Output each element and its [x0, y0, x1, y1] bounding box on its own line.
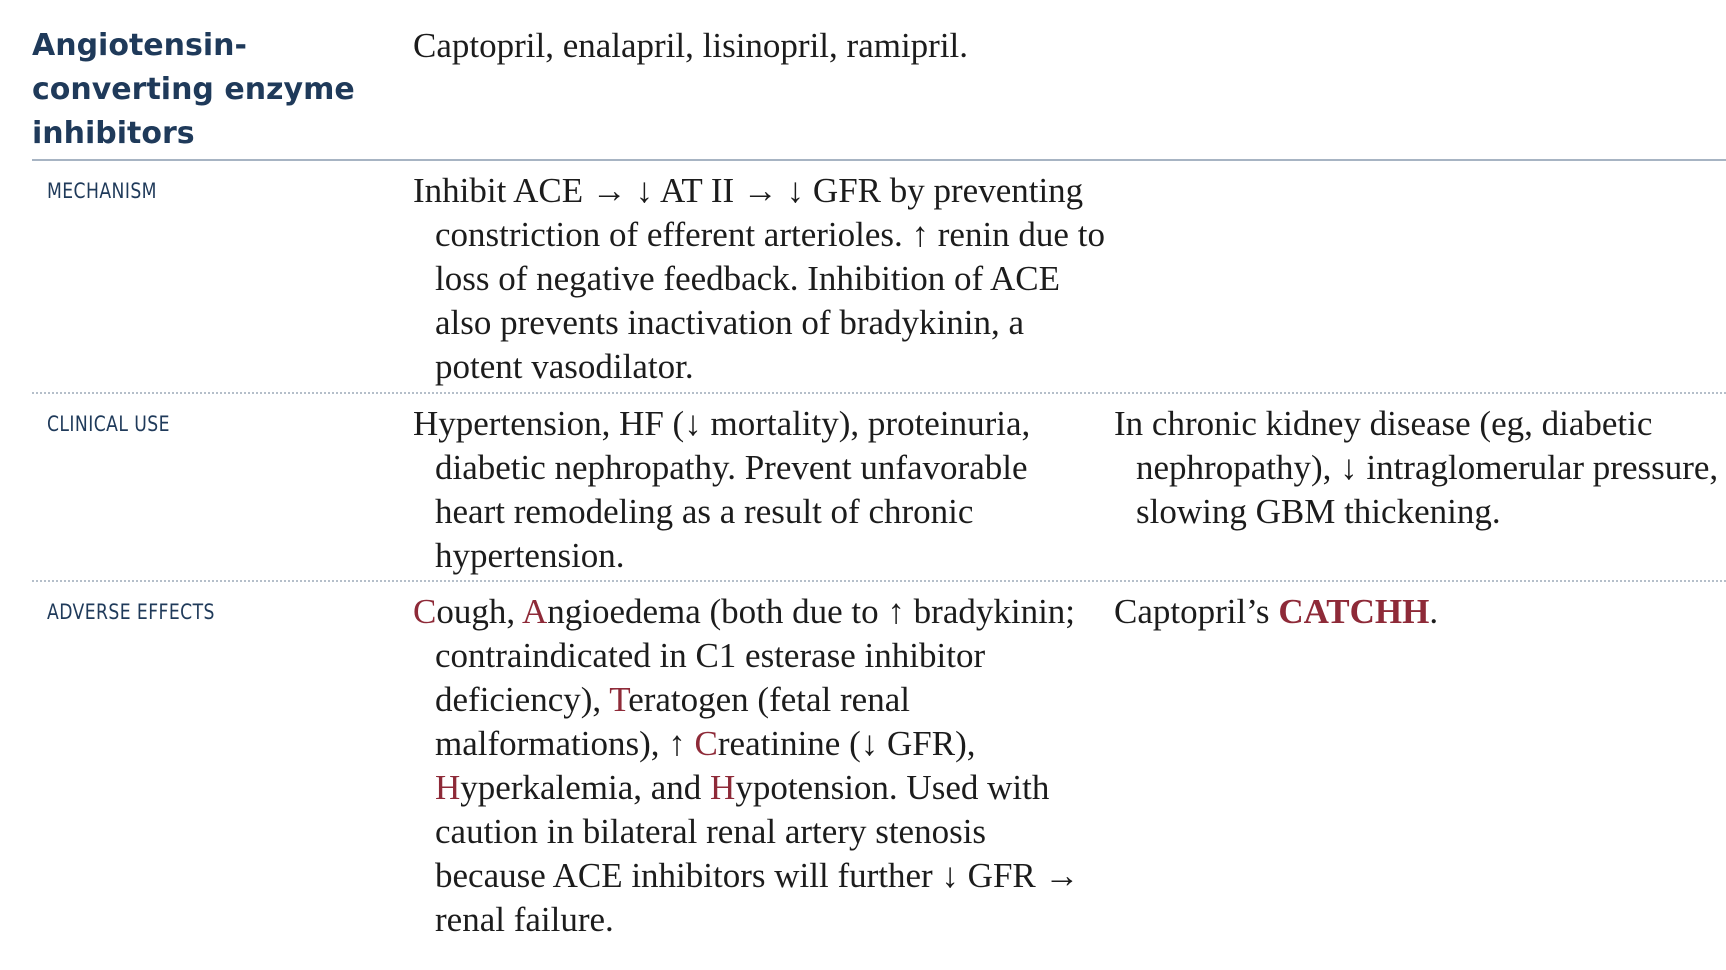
- text-segment: ough,: [436, 592, 522, 631]
- mechanism-text: Inhibit ACE → ↓ AT II → ↓ GFR by prevent…: [413, 171, 1105, 386]
- title-line-2: converting enzyme: [32, 72, 355, 107]
- text-segment: reatinine (↓ GFR),: [717, 724, 976, 763]
- text-segment: yperkalemia, and: [460, 768, 711, 807]
- adverse-effects-text: Cough, Angioedema (both due to ↑ bradyki…: [413, 590, 1105, 942]
- mnemonic-letter-a: A: [521, 592, 548, 631]
- mnemonic-letter-c2: C: [694, 724, 718, 763]
- text-segment: ngioedema (both due to ↑ bradykinin; con…: [435, 592, 1076, 719]
- title-line-3: inhibitors: [32, 116, 195, 151]
- header-divider: [32, 159, 1726, 161]
- note-suffix: .: [1429, 592, 1439, 631]
- mnemonic-letter-h1: H: [435, 768, 461, 807]
- text-segment: ypotension. Used with caution in bilater…: [435, 768, 1080, 939]
- clinical-use-label: CLINICAL USE: [47, 412, 170, 436]
- mnemonic-letter-t: T: [609, 680, 629, 719]
- clinical-use-text: Hypertension, HF (↓ mortality), proteinu…: [413, 404, 1031, 575]
- title-line-1: Angiotensin-: [32, 28, 247, 63]
- note-prefix: Captopril’s: [1114, 592, 1279, 631]
- row-divider-2: [32, 580, 1726, 582]
- clinical-use-note: In chronic kidney disease (eg, diabetic …: [1114, 404, 1719, 531]
- text-segment: eratogen (fetal renal malformations), ↑: [435, 680, 910, 763]
- section-title: Angiotensin- converting enzyme inhibitor…: [32, 24, 362, 156]
- mechanism-label: MECHANISM: [47, 179, 157, 203]
- adverse-effects-label: ADVERSE EFFECTS: [47, 600, 215, 624]
- mnemonic-letter-h2: H: [710, 768, 736, 807]
- mnemonic-word: CATCHH: [1278, 592, 1430, 631]
- drug-list: Captopril, enalapril, lisinopril, ramipr…: [413, 26, 969, 65]
- row-divider-1: [32, 392, 1726, 394]
- mnemonic-letter-c: C: [413, 592, 437, 631]
- adverse-effects-note: Captopril’s CATCHH.: [1114, 590, 1726, 634]
